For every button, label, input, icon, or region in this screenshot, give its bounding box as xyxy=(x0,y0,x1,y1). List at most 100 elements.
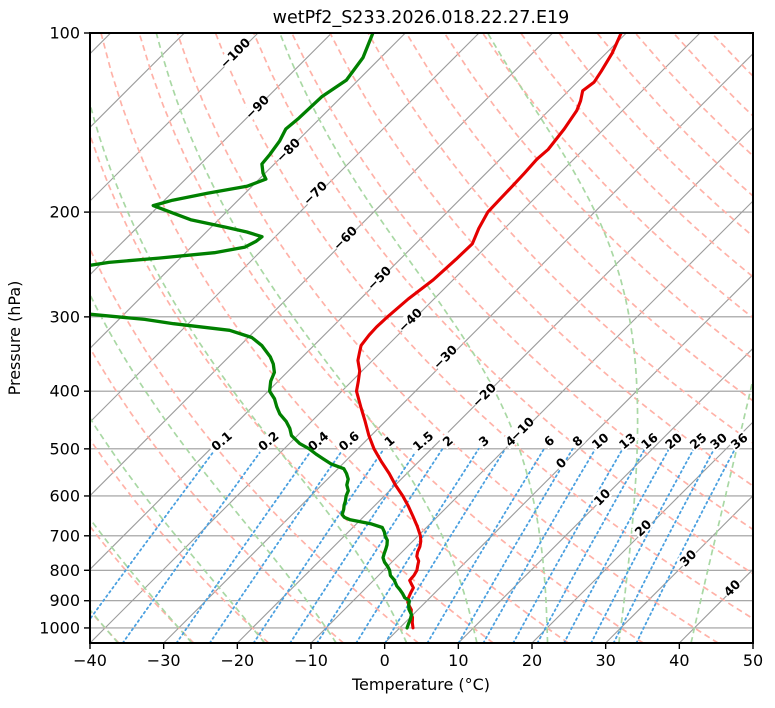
mixing-ratio-line xyxy=(536,447,646,643)
mixing-ratio-label: 3 xyxy=(474,431,493,450)
temperature-line xyxy=(354,33,623,630)
y-tick-label: 700 xyxy=(49,526,80,545)
mixing-ratio-line xyxy=(175,447,314,643)
x-tick-label: −10 xyxy=(294,651,328,670)
mixing-ratio-line xyxy=(252,447,385,643)
mixing-ratio-label: 0.6 xyxy=(334,427,363,455)
mixing-ratio-line xyxy=(316,447,444,643)
svg-text:−50: −50 xyxy=(364,263,395,294)
svg-text:−30: −30 xyxy=(430,342,461,373)
dry-adiabat xyxy=(214,33,753,620)
isotherm-line xyxy=(90,33,185,129)
mixing-ratio-label: 8 xyxy=(568,431,586,450)
isotherm-label: −50 xyxy=(364,263,395,294)
dry-adiabat xyxy=(329,33,753,487)
dry-adiabat xyxy=(100,33,569,643)
y-tick-label: 100 xyxy=(49,24,80,43)
dry-adiabat xyxy=(176,33,719,643)
isotherm-label: 40 xyxy=(720,576,744,599)
mixing-ratio-label: 0.1 xyxy=(206,427,236,455)
isotherm-line xyxy=(90,33,554,497)
isotherm-line xyxy=(605,494,753,643)
mixing-ratio-label: 6 xyxy=(540,431,557,450)
y-axis-label: Pressure (hPa) xyxy=(5,281,24,396)
moist-adiabat-lines xyxy=(90,33,753,643)
moist-adiabat xyxy=(90,517,193,643)
dry-adiabat xyxy=(90,247,419,643)
x-axis-label: Temperature (°C) xyxy=(351,675,490,694)
isotherm-label: 30 xyxy=(676,546,700,569)
dry-adiabat xyxy=(367,33,753,445)
isotherm-label: 20 xyxy=(631,516,655,539)
moist-adiabat xyxy=(90,416,266,643)
mixing-ratio-label: 1.5 xyxy=(408,427,438,455)
isotherm-line xyxy=(457,347,753,643)
svg-text:30: 30 xyxy=(677,546,700,569)
y-tick-label: 900 xyxy=(49,591,80,610)
y-tick-label: 500 xyxy=(49,439,80,458)
dry-adiabat xyxy=(90,132,494,643)
plot-frame xyxy=(89,32,754,644)
isotherm-label: 0 xyxy=(551,453,570,471)
mixing-ratio-line xyxy=(426,447,545,643)
mixing-ratio-line xyxy=(355,447,480,643)
y-tick-label: 300 xyxy=(49,307,80,326)
isotherm-line xyxy=(90,33,333,276)
moist-adiabat xyxy=(90,101,408,643)
dry-adiabat xyxy=(90,524,195,643)
dry-adiabat xyxy=(138,33,644,643)
y-tick-label: 1000 xyxy=(39,618,80,637)
isotherm-line xyxy=(163,52,753,643)
mixing-ratio-label: 2 xyxy=(438,431,456,450)
y-tick-label: 600 xyxy=(49,486,80,505)
mixing-ratio-line xyxy=(121,447,264,643)
isotherm-line xyxy=(90,33,701,643)
moist-adiabat xyxy=(155,33,478,643)
mixing-ratio-line xyxy=(635,447,736,643)
x-tick-label: 20 xyxy=(522,651,542,670)
isotherm-line xyxy=(90,33,259,202)
sounding-profiles xyxy=(90,33,623,630)
dry-adiabat xyxy=(520,33,753,278)
axes: −40 −30 −20 −10 0 10 20 30 40 5010020030040050060… xyxy=(39,24,763,671)
isotherm-line xyxy=(90,33,627,571)
svg-text:−70: −70 xyxy=(300,178,331,209)
mixing-ratio-line xyxy=(590,447,695,643)
dry-adiabat xyxy=(405,33,753,402)
dry-adiabat xyxy=(481,33,753,319)
y-tick-label: 400 xyxy=(49,382,80,401)
svg-text:40: 40 xyxy=(721,576,744,599)
dewpoint-line xyxy=(90,33,414,630)
mixing-ratio-label: 0.4 xyxy=(303,427,333,455)
x-tick-label: 30 xyxy=(595,651,615,670)
chart-title: wetPf2_S233.2026.018.22.27.E19 xyxy=(273,8,570,28)
mixing-ratio-line xyxy=(612,447,716,643)
dry-adiabat-lines xyxy=(90,33,753,643)
x-tick-label: 50 xyxy=(743,651,763,670)
dry-adiabat xyxy=(634,33,753,158)
isotherm-label: −100 xyxy=(217,35,254,72)
x-tick-label: −20 xyxy=(220,651,254,670)
isotherm-lines xyxy=(90,33,753,643)
dry-adiabat xyxy=(252,33,753,575)
isotherm-line xyxy=(90,33,406,350)
mixing-ratio-line xyxy=(208,447,345,643)
mixing-ratio-lines xyxy=(90,447,736,643)
moist-adiabat xyxy=(486,33,639,643)
svg-text:−100: −100 xyxy=(217,35,254,72)
isotherm-line xyxy=(531,421,753,643)
y-tick-label: 800 xyxy=(49,561,80,580)
isotherm-line xyxy=(236,126,753,643)
isotherm-label: −60 xyxy=(330,223,361,254)
isotherm-label: −20 xyxy=(469,380,500,411)
mixing-ratio-line xyxy=(457,447,574,643)
mixing-ratio-line xyxy=(90,447,217,621)
x-tick-label: 0 xyxy=(380,651,390,670)
moist-adiabat xyxy=(90,292,337,643)
isotherm-line xyxy=(310,200,753,643)
moist-adiabat xyxy=(690,375,753,643)
svg-text:10: 10 xyxy=(591,485,614,508)
svg-text:−60: −60 xyxy=(330,223,361,254)
